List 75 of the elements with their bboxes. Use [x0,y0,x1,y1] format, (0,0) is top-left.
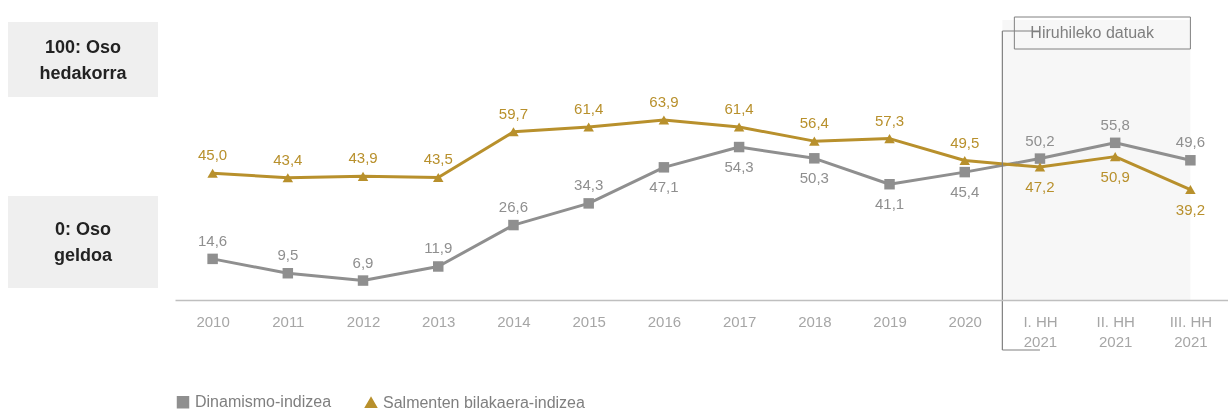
data-label: 50,3 [799,169,829,187]
point [658,115,670,125]
point [207,253,218,265]
data-label: 43,9 [348,149,378,167]
x-tick-label: 2013 [422,312,456,330]
point [583,198,594,209]
data-label: 61,4 [724,100,754,118]
data-label: 57,3 [874,111,905,129]
point [1185,185,1196,195]
point [1185,155,1196,166]
data-label: 26,6 [498,198,529,216]
x-tick-label: II. HH 2021 [1096,312,1135,350]
point [508,219,519,231]
data-label: 59,7 [498,104,529,122]
x-tick-label: 2014 [497,312,531,330]
data-label: 50,2 [1025,131,1055,149]
data-label: 55,8 [1100,115,1130,133]
point [733,122,745,132]
data-label: 49,6 [1175,133,1205,151]
data-label: 43,4 [273,150,303,168]
data-label: 54,3 [724,158,754,176]
x-tick-label: 2019 [873,312,907,330]
data-label: 45,0 [198,146,228,164]
point [884,134,895,144]
legend-label: Dinamismo-indizea [195,393,332,411]
data-label: 47,2 [1025,178,1055,196]
x-tick-label: 2012 [346,312,381,330]
data-label: 6,9 [352,253,374,271]
point [733,141,745,153]
x-tick-label: 2017 [722,312,757,330]
point [1109,152,1121,162]
point [658,162,670,173]
data-label: 14,6 [198,231,228,249]
point [433,261,444,272]
data-label: 9,5 [277,246,299,264]
data-label: 11,9 [424,239,453,257]
point [959,166,970,178]
data-label: 43,5 [423,150,453,168]
x-tick-label: 2015 [572,312,606,330]
x-tick-label: I. HH 2021 [1023,312,1058,350]
point [357,171,369,181]
point [207,168,218,178]
point [1034,162,1046,172]
x-tick-label: 2010 [196,312,230,330]
point [282,268,294,279]
data-label: 61,4 [574,100,604,118]
legend-label: Salmenten bilakaera-indizea [383,393,585,411]
data-label: 39,2 [1175,200,1205,218]
point [959,156,970,166]
x-tick-label: 2011 [272,312,305,330]
data-label: 45,4 [950,183,980,201]
point [1034,153,1046,164]
data-label: 56,4 [799,114,829,132]
data-label: 34,3 [574,176,604,194]
text: 100: Oso hedakorra [8,22,158,97]
x-tick-label: 2016 [647,312,682,330]
point [583,122,594,132]
data-label: 50,9 [1100,167,1130,185]
point [809,153,820,164]
point [357,275,369,286]
point [508,127,519,137]
x-tick-label: III. HH 2021 [1169,312,1213,350]
point [433,172,444,183]
data-label: 63,9 [649,93,679,110]
point [282,173,294,183]
point [809,136,820,146]
point [884,178,895,190]
data-label: 49,5 [950,133,980,151]
band-label: Hiruhileko datuak [1030,24,1155,41]
x-tick-label: 2018 [798,312,832,330]
text: 0: Oso geldoa [8,196,158,288]
data-label: 47,1 [649,178,679,196]
x-tick-label: 2020 [948,312,982,330]
data-label: 41,1 [874,195,905,213]
point [1109,137,1121,149]
